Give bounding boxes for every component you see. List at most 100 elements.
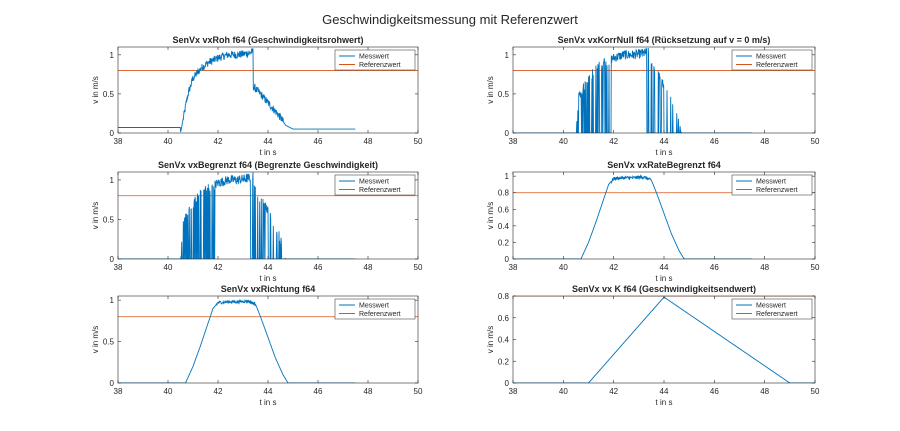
x-tick-label: 44 xyxy=(660,137,669,146)
x-tick-label: 46 xyxy=(314,263,323,272)
x-tick-label: 38 xyxy=(114,387,123,396)
x-tick-label: 42 xyxy=(214,263,223,272)
axes-6: 38 40 42 44 46 48 50 0 0.2 0.4 0.6 0.8 SenVx vx K f6… xyxy=(486,284,820,407)
y-tick-label: 1 xyxy=(110,176,115,185)
axes-title: SenVx vxKorrNull f64 (Rücksetzung auf v … xyxy=(558,35,771,45)
x-tick-label: 38 xyxy=(509,137,518,146)
axes-title: SenVx vxRoh f64 (Geschwindigkeitsrohwert… xyxy=(172,35,363,45)
x-tick-label: 50 xyxy=(414,263,423,272)
measured-series-line xyxy=(118,47,356,133)
x-tick-label: 44 xyxy=(264,137,273,146)
x-tick-label: 44 xyxy=(264,387,273,396)
y-tick-label: 0 xyxy=(110,129,115,138)
axes-4: 38 40 42 44 46 48 50 0 0.2 0.4 0.6 0.8 1 SenVx vxRate… xyxy=(486,160,820,283)
x-tick-label: 40 xyxy=(559,263,568,272)
x-tick-label: 46 xyxy=(314,387,323,396)
x-tick-label: 42 xyxy=(214,387,223,396)
measured-series-line xyxy=(118,172,356,259)
x-tick-label: 48 xyxy=(364,263,373,272)
legend-entry: Referenzwert xyxy=(359,311,401,318)
measured-series-line xyxy=(513,174,752,259)
y-tick-label: 0.5 xyxy=(103,215,115,224)
y-tick-label: 0.5 xyxy=(103,90,115,99)
x-tick-label: 40 xyxy=(559,387,568,396)
axes-title: SenVx vxRichtung f64 xyxy=(221,284,316,294)
y-tick-label: 0 xyxy=(505,379,510,388)
y-tick-label: 0 xyxy=(110,379,115,388)
plot-content xyxy=(118,172,418,259)
x-tick-label: 50 xyxy=(414,387,423,396)
legend-entry: Messwert xyxy=(756,303,786,310)
measured-series-line xyxy=(118,298,356,383)
x-tick-label: 46 xyxy=(314,137,323,146)
legend-entry: Referenzwert xyxy=(359,187,401,194)
y-axis-label: v in m/s xyxy=(91,202,100,230)
x-axis-label: t in s xyxy=(260,148,277,157)
y-tick-label: 0.5 xyxy=(103,338,115,347)
y-tick-label: 1 xyxy=(505,51,510,60)
y-tick-label: 0.8 xyxy=(498,292,510,301)
plot-content xyxy=(513,47,815,133)
y-tick-label: 0.6 xyxy=(498,314,510,323)
y-axis-label: v in m/s xyxy=(486,326,495,354)
y-axis-label: v in m/s xyxy=(91,76,100,104)
axes-3: 38 40 42 44 46 48 50 0 0.5 1 SenVx vxBegrenzt f64 … xyxy=(91,160,423,283)
axes-root: 38 40 42 44 46 48 50 0 0.5 1 SenVx vxRoh f64 (Gesc… xyxy=(91,35,820,407)
x-tick-label: 42 xyxy=(214,137,223,146)
x-tick-label: 38 xyxy=(114,263,123,272)
y-axis-label: v in m/s xyxy=(486,202,495,230)
x-tick-label: 38 xyxy=(509,263,518,272)
y-tick-label: 0.8 xyxy=(498,189,510,198)
x-tick-label: 46 xyxy=(710,137,719,146)
x-axis-label: t in s xyxy=(656,398,673,407)
x-tick-label: 48 xyxy=(364,137,373,146)
x-axis-label: t in s xyxy=(656,148,673,157)
x-tick-label: 40 xyxy=(164,387,173,396)
plot-content xyxy=(118,47,418,133)
y-tick-label: 0.4 xyxy=(498,336,510,345)
legend-entry: Messwert xyxy=(756,179,786,186)
x-tick-label: 50 xyxy=(811,263,820,272)
legend-entry: Messwert xyxy=(756,54,786,61)
legend-entry: Referenzwert xyxy=(756,187,798,194)
y-tick-label: 1 xyxy=(505,172,510,181)
x-tick-label: 50 xyxy=(811,387,820,396)
axes-2: 38 40 42 44 46 48 50 0 0.5 1 SenVx vxKorrNull f64 … xyxy=(486,35,820,157)
figure-title: Geschwindigkeitsmessung mit Referenzwert xyxy=(322,12,578,27)
x-tick-label: 42 xyxy=(609,387,618,396)
x-tick-label: 38 xyxy=(114,137,123,146)
legend-entry: Messwert xyxy=(359,303,389,310)
y-tick-label: 0 xyxy=(505,129,510,138)
x-axis-label: t in s xyxy=(656,274,673,283)
axes-5: 38 40 42 44 46 48 50 0 0.5 1 SenVx vxRichtung f64 t… xyxy=(91,284,423,407)
x-tick-label: 48 xyxy=(364,387,373,396)
y-axis-label: v in m/s xyxy=(486,76,495,104)
y-tick-label: 0 xyxy=(505,255,510,264)
y-tick-label: 0.4 xyxy=(498,222,510,231)
legend-entry: Referenzwert xyxy=(756,311,798,318)
y-tick-label: 1 xyxy=(110,296,115,305)
x-tick-label: 50 xyxy=(811,137,820,146)
axes-title: SenVx vxBegrenzt f64 (Begrenzte Geschwin… xyxy=(158,160,378,170)
x-tick-label: 40 xyxy=(559,137,568,146)
x-tick-label: 38 xyxy=(509,387,518,396)
axes-title: SenVx vxRateBegrenzt f64 xyxy=(607,160,721,170)
x-tick-label: 44 xyxy=(264,263,273,272)
x-tick-label: 44 xyxy=(660,263,669,272)
x-tick-label: 48 xyxy=(760,263,769,272)
x-axis-label: t in s xyxy=(260,274,277,283)
legend-entry: Messwert xyxy=(359,54,389,61)
x-tick-label: 44 xyxy=(660,387,669,396)
x-tick-label: 46 xyxy=(710,263,719,272)
x-tick-label: 50 xyxy=(414,137,423,146)
x-tick-label: 46 xyxy=(710,387,719,396)
y-tick-label: 0.2 xyxy=(498,357,510,366)
x-tick-label: 48 xyxy=(760,137,769,146)
legend-entry: Referenzwert xyxy=(359,62,401,69)
y-tick-label: 0.6 xyxy=(498,205,510,214)
